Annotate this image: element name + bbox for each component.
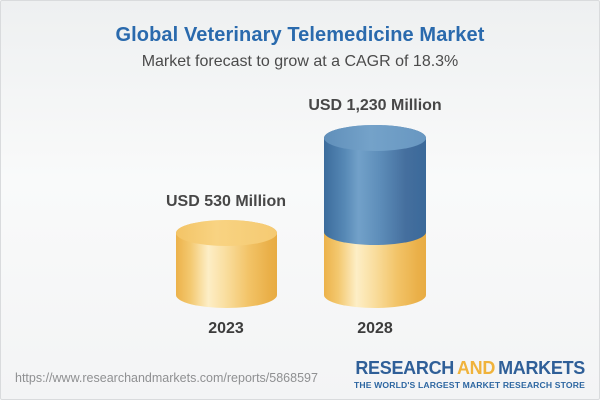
- x-axis-label-2023: 2023: [208, 320, 244, 337]
- value-label-2028: USD 1,230 Million: [308, 97, 442, 114]
- value-label-2023: USD 530 Million: [165, 193, 287, 210]
- report-url-link[interactable]: https://www.researchandmarkets.com/repor…: [15, 371, 318, 385]
- page-title: Global Veterinary Telemedicine Market: [115, 24, 485, 46]
- logo-word-research: RESEARCH: [355, 358, 454, 378]
- logo-tagline: THE WORLD'S LARGEST MARKET RESEARCH STOR…: [353, 379, 585, 390]
- bar-2023-cylinder: [176, 220, 277, 308]
- logo-wordmark: RESEARCH AND MARKETS: [354, 359, 585, 378]
- bar-2028-top-ellipse: [324, 125, 426, 151]
- bar-2028-cylinder: [324, 125, 426, 308]
- logo-word-markets: MARKETS: [498, 358, 585, 378]
- research-and-markets-logo: RESEARCH AND MARKETS THE WORLD'S LARGEST M…: [354, 359, 585, 390]
- logo-word-and: AND: [456, 358, 496, 378]
- bar-2023-top-ellipse: [176, 220, 277, 246]
- page-subtitle: Market forecast to grow at a CAGR of 18.…: [141, 53, 459, 70]
- x-axis-label-2028: 2028: [357, 320, 393, 337]
